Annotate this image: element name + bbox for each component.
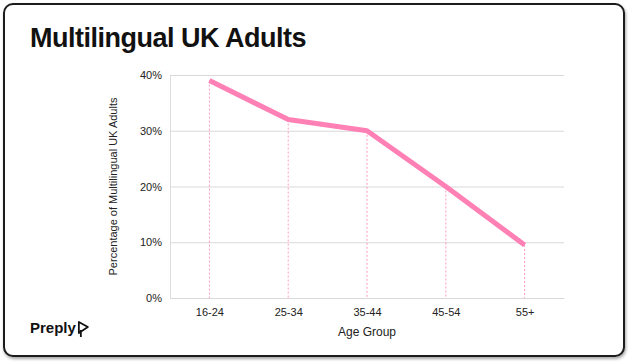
grid-line: [170, 75, 564, 76]
x-tick-label: 25-34: [275, 306, 303, 318]
chart: Multilingual UK Adults 0% 10% 20% 30% 40% 16-2…: [0, 0, 630, 363]
y-axis-title: Percentage of Multilingual UK Adults: [107, 97, 119, 275]
x-tick: 25-34: [275, 298, 303, 318]
plot-area: [209, 81, 524, 298]
y-tick-label: 20%: [140, 181, 162, 193]
x-tick-label: 35-44: [353, 306, 381, 318]
y-tick-label: 0%: [146, 292, 162, 304]
y-tick: 20%: [140, 181, 564, 193]
drop-line: [288, 120, 289, 298]
logo: Preply: [30, 319, 88, 337]
y-tick: 40%: [140, 69, 564, 81]
x-tick-label: 45-54: [432, 306, 460, 318]
x-tick: 35-44: [353, 298, 381, 318]
y-tick: 10%: [140, 236, 564, 248]
x-tick: 16-24: [196, 298, 224, 318]
y-tick-label: 10%: [140, 236, 162, 248]
x-axis-title: Age Group: [338, 325, 396, 339]
drop-line: [209, 81, 210, 298]
logo-text: Preply: [30, 319, 77, 336]
x-axis-line: [171, 298, 565, 299]
x-tick: 45-54: [432, 298, 460, 318]
title: Multilingual UK Adults: [30, 23, 306, 53]
x-axis: 16-24 25-34 35-44 45-54 55+: [171, 298, 565, 318]
drop-line: [524, 245, 525, 298]
x-tick-label: 16-24: [196, 306, 224, 318]
grid-line: [170, 298, 564, 299]
data-line: [209, 81, 524, 245]
y-tick-label: 40%: [140, 69, 162, 81]
logo-icon: [79, 322, 88, 337]
x-tick-label: 55+: [516, 306, 535, 318]
card-frame: [4, 4, 624, 356]
drop-line: [445, 187, 446, 299]
drop-line: [367, 131, 368, 298]
y-tick-label: 30%: [140, 125, 162, 137]
y-axis: 0% 10% 20% 30% 40%: [140, 69, 564, 304]
x-tick: 55+: [516, 298, 535, 318]
y-tick: 0%: [146, 292, 564, 304]
